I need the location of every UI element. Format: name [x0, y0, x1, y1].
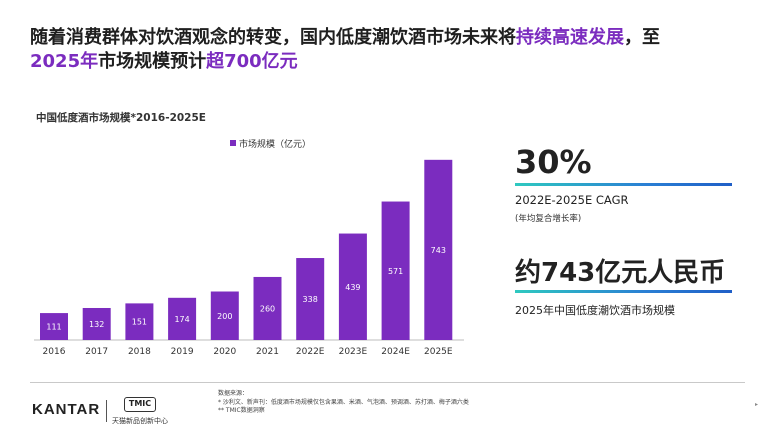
bar-2019 — [168, 297, 197, 340]
source-line-2: ** TMIC数据洞察 — [218, 407, 265, 414]
headline-text-1: 随着消费群体对饮酒观念的转变，国内低度潮饮酒市场未来将 — [30, 27, 516, 48]
bar-value-label: 260 — [260, 304, 275, 313]
headline-text-2: ，至 — [624, 27, 660, 48]
source-line-1: * 沙利文、新声刊：低度酒市场规模仅包含果酒、米酒、气泡酒、预调酒、苏打酒、梅子… — [218, 398, 469, 406]
x-tick-label: 2019 — [171, 347, 194, 357]
tmic-logo: TMIC — [124, 397, 156, 412]
cagr-value: 30% — [515, 143, 592, 181]
source-title: 数据来源： — [218, 390, 249, 397]
headline: 随着消费群体对饮酒观念的转变，国内低度潮饮酒市场未来将持续高速发展，至 2025… — [30, 26, 750, 74]
x-tick-label: 2021 — [256, 347, 279, 357]
x-tick-label: 2023E — [339, 347, 368, 357]
cagr-label: 2022E-2025E CAGR — [515, 193, 629, 207]
x-tick-label: 2024E — [381, 347, 410, 357]
bar-value-label: 200 — [217, 312, 232, 321]
logo-divider — [106, 400, 107, 422]
x-tick-label: 2018 — [128, 347, 151, 357]
bars-group: 111 2016 132 2017 151 2018 174 2019 200 2020 260 20… — [40, 159, 453, 357]
x-tick-label: 2020 — [213, 347, 236, 357]
headline-highlight-year: 2025年 — [30, 51, 99, 72]
market-size-label: 2025年中国低度潮饮酒市场规模 — [515, 304, 675, 317]
bar-2022E — [296, 258, 325, 340]
bar-2020 — [210, 291, 239, 340]
bar-2023E — [338, 233, 367, 340]
footer-divider — [30, 382, 745, 383]
corner-mark-icon: ▸ — [755, 401, 759, 408]
bar-value-label: 111 — [46, 323, 61, 332]
bar-value-label: 151 — [132, 318, 147, 327]
bar-value-label: 743 — [431, 246, 446, 255]
legend-label: 市场规模（亿元） — [239, 138, 311, 150]
kantar-logo: KANTAR — [32, 401, 101, 418]
headline-line-2: 2025年市场规模预计超700亿元 — [30, 50, 750, 74]
x-tick-label: 2022E — [296, 347, 325, 357]
data-source-note: 数据来源： * 沙利文、新声刊：低度酒市场规模仅包含果酒、米酒、气泡酒、预调酒、… — [218, 390, 469, 416]
market-size-value: 约743亿元人民币 — [515, 258, 726, 288]
chart-title: 中国低度酒市场规模*2016-2025E — [36, 112, 206, 124]
x-tick-label: 2025E — [424, 347, 453, 357]
cagr-sublabel: (年均复合增长率) — [515, 214, 582, 224]
bar-2016 — [40, 313, 68, 340]
bar-value-label: 132 — [89, 320, 104, 329]
bar-2018 — [125, 303, 154, 340]
legend-swatch — [230, 140, 236, 146]
x-tick-label: 2017 — [85, 347, 108, 357]
headline-highlight-amount: 超700亿元 — [206, 51, 298, 72]
bar-value-label: 439 — [345, 283, 360, 292]
cagr-rule — [515, 183, 732, 186]
headline-text-3: 市场规模预计 — [98, 51, 207, 72]
bar-2025E — [424, 159, 453, 340]
bar-2017 — [82, 307, 111, 340]
bar-value-label: 571 — [388, 267, 403, 276]
headline-highlight-growth: 持续高速发展 — [516, 27, 624, 48]
bar-value-label: 338 — [303, 295, 318, 304]
market-size-rule — [515, 290, 732, 293]
tmic-name: 天猫新品创新中心 — [112, 417, 168, 425]
bar-2024E — [381, 201, 410, 340]
headline-line-1: 随着消费群体对饮酒观念的转变，国内低度潮饮酒市场未来将持续高速发展，至 — [30, 26, 750, 50]
bar-2021 — [253, 276, 282, 340]
bar-value-label: 174 — [174, 315, 189, 324]
x-tick-label: 2016 — [43, 347, 66, 357]
